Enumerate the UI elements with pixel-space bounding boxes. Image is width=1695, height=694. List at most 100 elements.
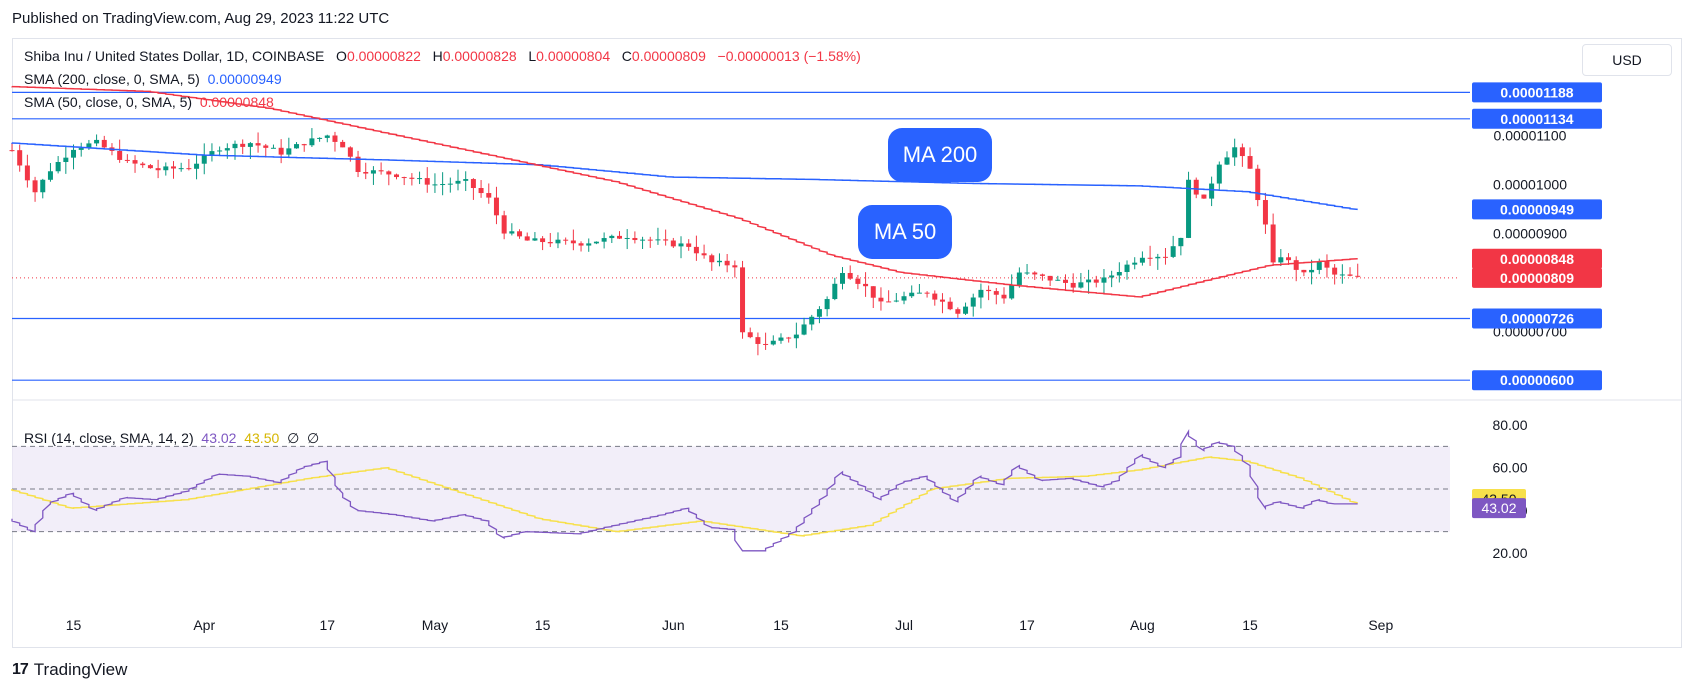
sma200-badge: 0.00000949 bbox=[1500, 201, 1574, 217]
candle-body bbox=[1224, 157, 1230, 165]
candle-body bbox=[186, 168, 192, 170]
candle-body bbox=[347, 147, 353, 157]
candle-body bbox=[63, 157, 69, 163]
x-tick-label: May bbox=[422, 617, 448, 633]
close-value: 0.00000809 bbox=[631, 48, 706, 64]
candle-body bbox=[401, 177, 407, 179]
x-tick-label: Jul bbox=[895, 617, 913, 633]
candle-body bbox=[71, 149, 77, 158]
candle-body bbox=[1009, 284, 1015, 299]
candle-body bbox=[517, 231, 523, 237]
tradingview-logo-icon: 17 bbox=[12, 661, 29, 678]
change-value: −0.00000013 (−1.58%) bbox=[717, 48, 861, 64]
price-tick-label: 0.00001000 bbox=[1493, 176, 1567, 192]
candle-body bbox=[178, 168, 184, 170]
price-tick-label: 0.00000900 bbox=[1493, 225, 1567, 241]
candle-body bbox=[1116, 271, 1122, 276]
candle-body bbox=[278, 147, 284, 155]
candle-body bbox=[555, 239, 561, 244]
candle-body bbox=[563, 239, 569, 241]
high-value: 0.00000828 bbox=[442, 48, 517, 64]
candle-body bbox=[1124, 264, 1130, 272]
candle-body bbox=[478, 188, 484, 194]
candle-body bbox=[86, 143, 92, 148]
x-tick-label: 15 bbox=[1242, 617, 1258, 633]
candle-body bbox=[678, 243, 684, 247]
candle-body bbox=[863, 283, 869, 287]
candle-body bbox=[763, 343, 769, 345]
candle-body bbox=[793, 334, 799, 339]
candle-body bbox=[993, 291, 999, 295]
level-badge-bg bbox=[1472, 308, 1602, 329]
candle-body bbox=[201, 154, 207, 164]
candle-body bbox=[932, 293, 938, 300]
candle-body bbox=[770, 340, 776, 345]
candle-body bbox=[578, 243, 584, 246]
candle-body bbox=[1093, 279, 1099, 283]
candle-body bbox=[809, 316, 815, 325]
candle-body bbox=[747, 332, 753, 338]
candle-body bbox=[616, 235, 622, 239]
candle-body bbox=[463, 179, 469, 181]
candle-body bbox=[1109, 275, 1115, 278]
candle-body bbox=[332, 135, 338, 142]
ma50-callout: MA 50 bbox=[858, 205, 952, 259]
candles bbox=[9, 128, 1361, 356]
candle-body bbox=[786, 337, 792, 339]
candle-body bbox=[778, 337, 784, 341]
low-value: 0.00000804 bbox=[536, 48, 611, 64]
candle-body bbox=[893, 300, 899, 302]
candle-body bbox=[624, 237, 630, 239]
candle-body bbox=[1186, 179, 1192, 238]
candle-body bbox=[363, 171, 369, 174]
currency-selector[interactable]: USD bbox=[1582, 44, 1672, 76]
rsi-value: 43.02 bbox=[201, 430, 237, 446]
rsi-tick-label: 20.00 bbox=[1492, 545, 1527, 561]
candle-body bbox=[909, 292, 915, 297]
candle-body bbox=[501, 215, 507, 234]
candle-body bbox=[209, 151, 215, 155]
sma50-badge-bg bbox=[1472, 248, 1602, 269]
candle-body bbox=[1147, 257, 1153, 259]
candle-body bbox=[601, 238, 607, 242]
x-tick-label: Sep bbox=[1368, 617, 1393, 633]
candle-body bbox=[924, 292, 930, 294]
level-badge-bg bbox=[1472, 82, 1602, 103]
candle-body bbox=[716, 260, 722, 263]
candle-body bbox=[78, 147, 84, 150]
sma50-legend: SMA (50, close, 0, SMA, 5) 0.00000848 bbox=[24, 94, 274, 110]
sma200-line bbox=[11, 142, 1358, 211]
candle-body bbox=[1170, 246, 1176, 257]
candle-body bbox=[294, 144, 300, 149]
candle-body bbox=[147, 165, 153, 169]
candle-body bbox=[947, 301, 953, 310]
rsi-line bbox=[11, 429, 1358, 552]
candle-body bbox=[1178, 237, 1184, 247]
candle-body bbox=[32, 180, 38, 193]
candle-body bbox=[1209, 183, 1215, 199]
candle-body bbox=[301, 144, 307, 146]
candle-body bbox=[970, 297, 976, 307]
candle-body bbox=[455, 180, 461, 184]
candle-body bbox=[801, 324, 807, 335]
candle-body bbox=[632, 237, 638, 241]
candle-body bbox=[247, 143, 253, 147]
candle-body bbox=[1347, 274, 1353, 276]
level-badge-bg bbox=[1472, 108, 1602, 129]
candle-body bbox=[324, 135, 330, 138]
x-tick-label: 17 bbox=[1019, 617, 1035, 633]
x-tick-label: Aug bbox=[1130, 617, 1155, 633]
candle-body bbox=[1201, 194, 1207, 199]
x-tick-label: 15 bbox=[773, 617, 789, 633]
open-value: 0.00000822 bbox=[346, 48, 421, 64]
x-tick-label: Jun bbox=[662, 617, 685, 633]
candle-body bbox=[701, 253, 707, 256]
x-tick-label: 17 bbox=[319, 617, 335, 633]
candle-body bbox=[732, 265, 738, 268]
candle-body bbox=[170, 166, 176, 169]
candle-body bbox=[816, 309, 822, 317]
candle-body bbox=[709, 255, 715, 263]
candle-body bbox=[870, 286, 876, 298]
candle-body bbox=[355, 156, 361, 172]
